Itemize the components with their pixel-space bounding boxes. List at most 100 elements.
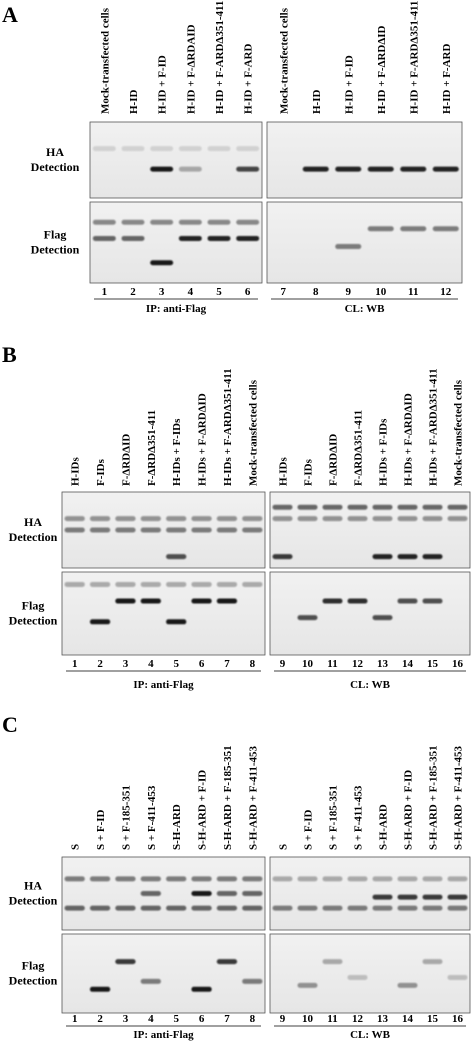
lane-label: H-ID + F-ID xyxy=(343,55,355,114)
band xyxy=(297,876,318,882)
lane-label: H-IDs + F-ARDΔ351-411 xyxy=(428,368,440,486)
band xyxy=(166,516,187,522)
band xyxy=(166,876,187,882)
lane-label: F-ΔRDΔID xyxy=(120,434,132,486)
band xyxy=(347,974,368,980)
lane-number: 16 xyxy=(452,658,464,670)
lane-label: H-IDs + F-ΔRDΔID xyxy=(197,393,209,486)
band xyxy=(372,504,393,510)
lane-label: H-IDs + F-ΔRDΔID xyxy=(403,393,415,486)
band xyxy=(166,581,187,587)
band xyxy=(322,598,343,604)
lane-number: 9 xyxy=(280,1013,286,1025)
caption: IP: anti-Flag xyxy=(133,679,194,691)
band xyxy=(335,244,362,250)
lane-label: S + F-411-453 xyxy=(146,785,158,850)
lane-number: 15 xyxy=(427,658,439,670)
band xyxy=(178,219,202,225)
lane-number: 14 xyxy=(402,1013,414,1025)
band xyxy=(89,527,111,533)
band xyxy=(150,166,174,172)
band xyxy=(191,516,212,522)
lane-number: 6 xyxy=(199,1013,205,1025)
row-label: Detection xyxy=(9,974,58,988)
blot-panel xyxy=(269,856,471,931)
lane-number: 11 xyxy=(408,286,418,298)
band xyxy=(140,978,161,984)
band xyxy=(432,166,459,172)
band xyxy=(272,504,293,510)
band xyxy=(191,598,212,604)
band xyxy=(272,876,293,882)
band xyxy=(272,905,293,911)
band xyxy=(272,554,293,560)
band xyxy=(115,581,136,587)
band xyxy=(242,876,263,882)
band xyxy=(216,527,238,533)
band xyxy=(432,226,459,232)
lane-label: S + F-185-351 xyxy=(328,785,340,850)
band xyxy=(422,959,443,965)
lane-label: S-H-ARD xyxy=(171,804,183,850)
band xyxy=(166,554,187,560)
band xyxy=(191,891,212,896)
blot-panel xyxy=(89,201,263,284)
lane-label: S-H-ARD + F-ID xyxy=(197,770,209,850)
lane-label: S + F-411-453 xyxy=(353,785,365,850)
band xyxy=(367,226,394,232)
band xyxy=(64,905,85,911)
lane-number: 2 xyxy=(97,658,103,670)
band xyxy=(89,516,111,522)
band xyxy=(372,905,393,911)
blot-panel xyxy=(269,571,471,656)
lane-label: H-ID + F-ID xyxy=(157,55,169,114)
lane-number: 7 xyxy=(224,658,230,670)
lane-number: 12 xyxy=(440,286,452,298)
lane-number: 4 xyxy=(148,658,154,670)
lane-label: S + F-185-351 xyxy=(120,785,132,850)
band xyxy=(397,554,418,560)
lane-number: 1 xyxy=(102,286,108,298)
lane-number: 3 xyxy=(159,286,165,298)
band xyxy=(89,581,111,587)
band xyxy=(422,598,443,604)
band xyxy=(347,504,368,510)
band xyxy=(447,974,468,980)
lane-label: S-H-ARD + F-185-351 xyxy=(428,745,440,850)
band xyxy=(397,894,418,900)
band xyxy=(216,959,238,965)
band xyxy=(242,516,263,522)
lane-label: H-ID xyxy=(128,90,140,115)
lane-label: H-ID + F-ARDΔ351-411 xyxy=(408,1,420,114)
band xyxy=(397,598,418,604)
lane-number: 3 xyxy=(123,1013,129,1025)
caption: IP: anti-Flag xyxy=(133,1029,194,1041)
band xyxy=(140,527,161,533)
lane-label: H-ID xyxy=(311,90,323,115)
band xyxy=(166,527,187,533)
lane-label: H-ID + F-ARDΔ351-411 xyxy=(214,1,226,114)
band xyxy=(322,876,343,882)
band xyxy=(297,905,318,911)
band xyxy=(89,619,111,625)
band xyxy=(422,894,443,900)
lane-label: S-H-ARD + F-411-453 xyxy=(247,745,259,850)
band xyxy=(89,986,111,992)
lane-label: H-IDs xyxy=(278,457,290,486)
band xyxy=(178,235,202,241)
band xyxy=(121,235,145,241)
lane-number: 14 xyxy=(402,658,414,670)
lane-label: F-ΔRDΔID xyxy=(328,434,340,486)
lane-label: H-IDs + F-IDs xyxy=(171,418,183,486)
band xyxy=(115,876,136,882)
band xyxy=(92,219,116,225)
band xyxy=(347,876,368,882)
lane-label: S-H-ARD + F-ID xyxy=(403,770,415,850)
caption: CL: WB xyxy=(350,679,390,691)
band xyxy=(191,876,212,882)
band xyxy=(322,959,343,965)
lane-number: 6 xyxy=(245,286,251,298)
panel-letter: B xyxy=(2,342,17,367)
band xyxy=(166,905,187,911)
